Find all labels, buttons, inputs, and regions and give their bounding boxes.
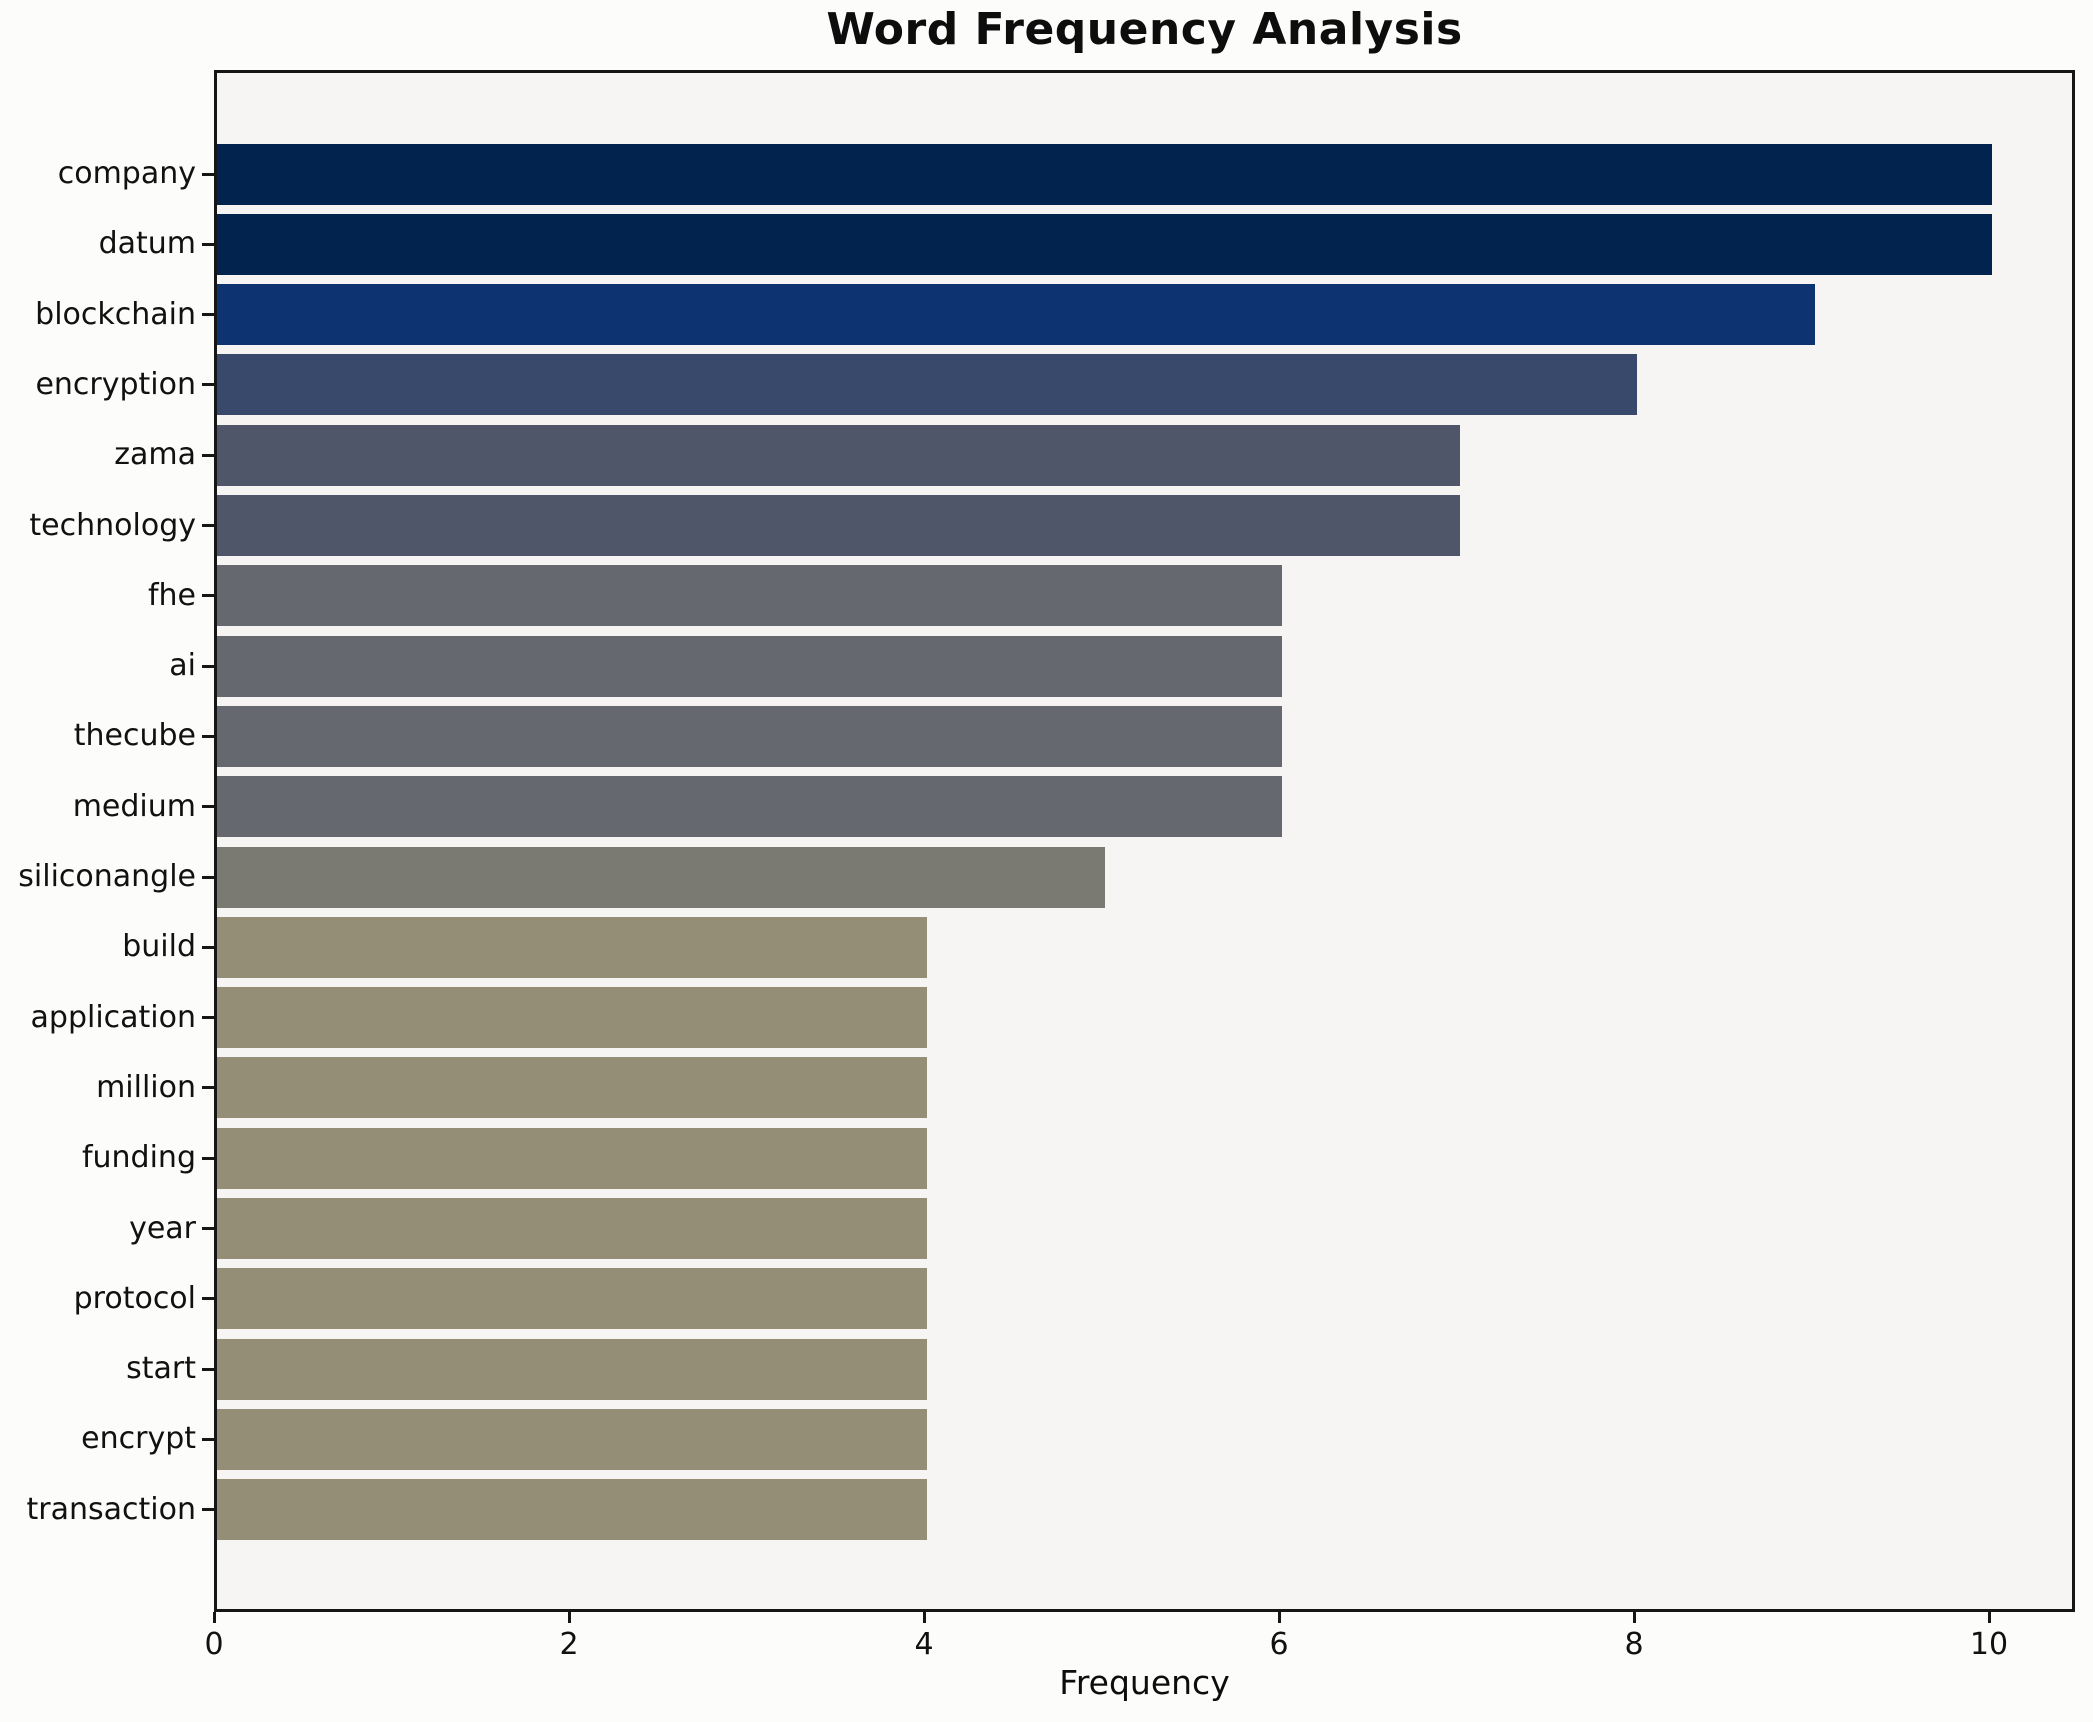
x-tick-mark — [1632, 1612, 1636, 1623]
bar-funding — [217, 1127, 927, 1189]
bar-blockchain — [217, 284, 1815, 346]
y-tick-mark — [202, 734, 214, 738]
bar-ai — [217, 635, 1282, 697]
bar-datum — [217, 213, 1992, 275]
x-tick-label-0: 0 — [204, 1627, 224, 1662]
y-tick-label-siliconangle: siliconangle — [18, 859, 196, 894]
y-tick-mark — [202, 1086, 214, 1090]
y-tick-label-build: build — [122, 929, 196, 965]
y-tick-mark — [202, 524, 214, 527]
y-tick-label-year: year — [129, 1210, 196, 1246]
y-tick-mark — [202, 1016, 214, 1020]
bar-protocol — [217, 1268, 927, 1330]
y-tick-label-fhe: fhe — [147, 577, 196, 613]
bar-encrypt — [217, 1408, 927, 1470]
y-tick-mark — [202, 383, 214, 387]
bar-siliconangle — [217, 846, 1105, 908]
y-tick-mark — [202, 1297, 214, 1301]
y-tick-label-thecube: thecube — [73, 718, 196, 754]
x-tick-label-4: 4 — [914, 1627, 934, 1662]
x-tick-mark — [1277, 1612, 1281, 1623]
bar-year — [217, 1198, 927, 1259]
y-tick-label-start: start — [126, 1351, 196, 1387]
bar-application — [217, 987, 927, 1049]
bar-thecube — [217, 705, 1282, 767]
y-tick-label-zama: zama — [114, 437, 196, 473]
y-tick-mark — [202, 242, 214, 246]
y-tick-label-transaction: transaction — [26, 1491, 196, 1527]
x-tick-label-8: 8 — [1624, 1627, 1644, 1662]
y-tick-label-blockchain: blockchain — [35, 296, 196, 332]
x-tick-label-2: 2 — [559, 1627, 579, 1662]
y-tick-label-encrypt: encrypt — [81, 1421, 196, 1457]
y-tick-mark — [202, 172, 214, 176]
y-tick-mark — [202, 1367, 214, 1371]
x-tick-mark — [1987, 1612, 1991, 1623]
y-tick-label-million: million — [96, 1069, 196, 1105]
bar-medium — [217, 776, 1282, 838]
y-tick-label-datum: datum — [98, 226, 196, 262]
x-tick-mark — [212, 1612, 216, 1623]
y-tick-mark — [202, 664, 214, 668]
bar-start — [217, 1338, 927, 1400]
y-tick-label-protocol: protocol — [73, 1280, 196, 1316]
y-tick-mark — [202, 594, 214, 598]
y-axis-labels: company datum blockchain encryption zama tech… — [0, 0, 196, 1722]
x-tick-mark — [567, 1612, 571, 1623]
bar-technology — [217, 495, 1460, 556]
y-tick-mark — [202, 805, 214, 809]
x-axis-title: Frequency — [1059, 1663, 1230, 1702]
bar-encryption — [217, 354, 1637, 416]
y-tick-mark — [202, 1437, 214, 1441]
y-tick-mark — [202, 1508, 214, 1512]
x-tick-label-10: 10 — [1969, 1627, 2009, 1662]
y-tick-mark — [202, 875, 214, 879]
y-tick-label-ai: ai — [169, 648, 196, 684]
y-tick-label-application: application — [30, 999, 196, 1035]
y-tick-label-technology: technology — [29, 507, 196, 543]
y-tick-label-encryption: encryption — [35, 366, 196, 402]
y-tick-label-funding: funding — [81, 1140, 196, 1176]
x-tick-label-6: 6 — [1269, 1627, 1289, 1662]
y-tick-mark — [202, 1156, 214, 1160]
y-tick-mark — [202, 453, 214, 457]
plot-area — [214, 70, 2075, 1612]
x-tick-mark — [922, 1612, 926, 1623]
y-tick-mark — [202, 945, 214, 949]
bar-fhe — [217, 565, 1282, 627]
y-tick-mark — [202, 313, 214, 317]
y-tick-label-medium: medium — [72, 788, 196, 824]
bar-transaction — [217, 1479, 927, 1541]
bar-build — [217, 916, 927, 978]
chart-title: Word Frequency Analysis — [826, 4, 1463, 55]
y-tick-mark — [202, 1227, 214, 1230]
y-tick-label-company: company — [57, 156, 196, 191]
bar-zama — [217, 424, 1460, 486]
bar-company — [217, 143, 1992, 205]
bar-million — [217, 1057, 927, 1119]
